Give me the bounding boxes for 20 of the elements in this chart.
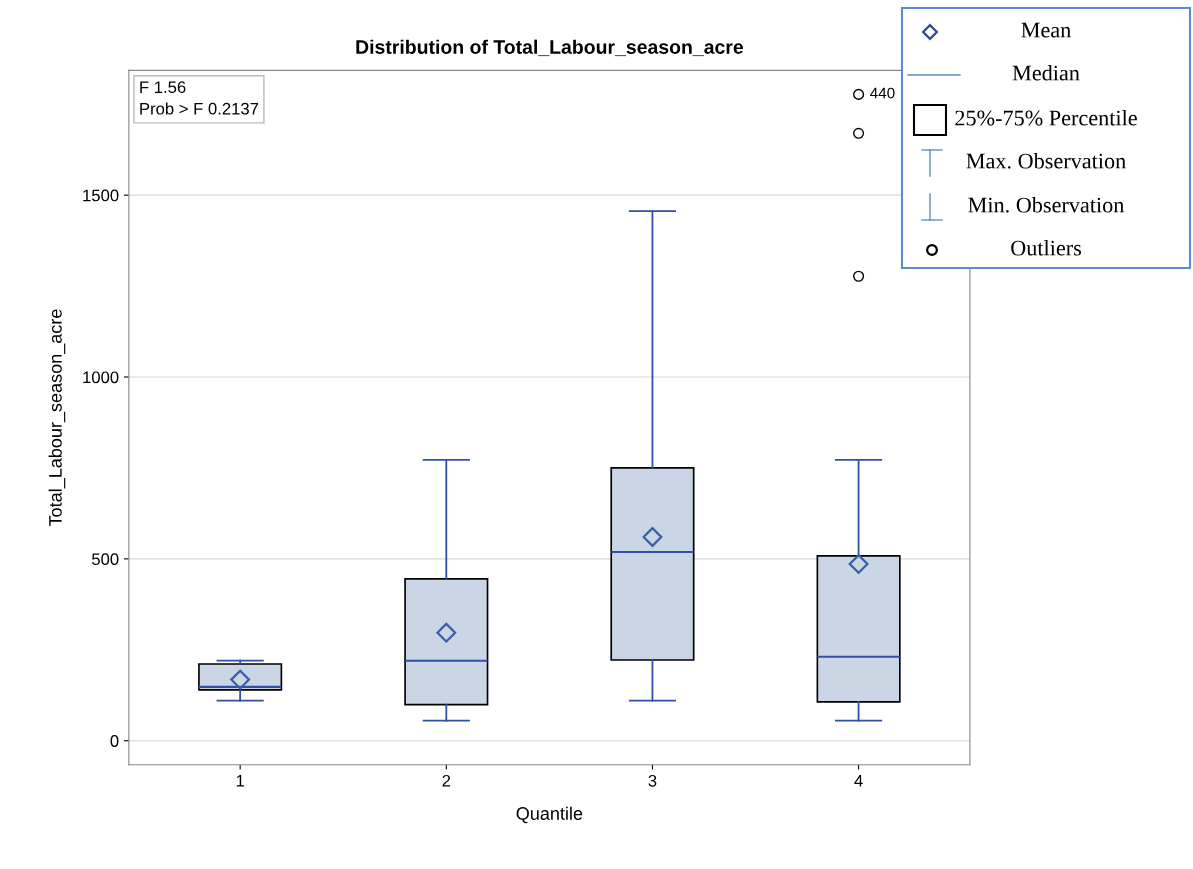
y-tick-label: 1500 <box>83 189 119 202</box>
text: Outliers <box>1011 239 1081 256</box>
annotation: Min. Observation <box>968 196 1125 213</box>
annotation: 440 <box>870 87 895 99</box>
annotation: Prob > F 0.2137 <box>140 102 259 115</box>
y-tick-label: 1000 <box>83 371 119 384</box>
x-tick-label: 4 <box>854 775 863 787</box>
x-tick-label: 2 <box>442 774 451 787</box>
text: Median <box>1012 64 1080 81</box>
x-tick-label: 1 <box>236 775 244 787</box>
annotation: Max. Observation <box>966 152 1126 169</box>
x-axis-title: Quantile <box>516 806 583 824</box>
chart-title: Distribution of Total_Labour_season_acre <box>356 39 744 57</box>
x-tick-label: 3 <box>648 774 657 787</box>
annotation: 25%-75% Percentile <box>955 109 1137 126</box>
annotation: F 1.56 <box>140 81 186 94</box>
text: Mean <box>1021 22 1071 38</box>
y-axis-title: Total_Labour_season_acre <box>48 309 66 527</box>
y-tick-label: 0 <box>110 735 119 747</box>
y-tick-label: 500 <box>91 553 119 566</box>
